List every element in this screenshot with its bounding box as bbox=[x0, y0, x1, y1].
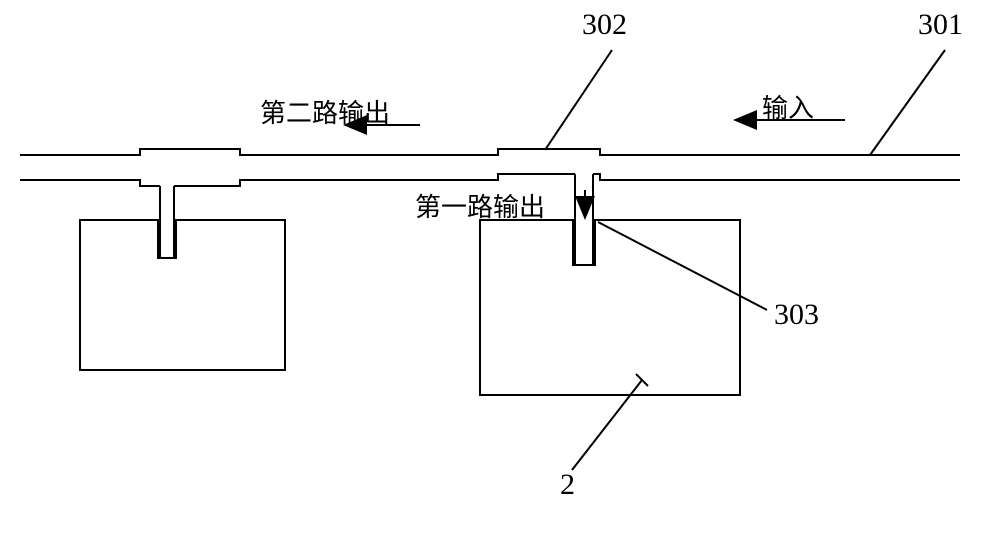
leader-303 bbox=[598, 222, 767, 310]
patch-left bbox=[80, 220, 285, 370]
leader-302 bbox=[545, 50, 612, 150]
feed-right bbox=[575, 174, 593, 265]
label-2: 2 bbox=[560, 468, 575, 502]
transmission-line-top bbox=[20, 149, 960, 155]
label-301: 301 bbox=[918, 8, 963, 42]
leader-lines bbox=[545, 50, 945, 470]
label-302: 302 bbox=[582, 8, 627, 42]
leader-301 bbox=[870, 50, 945, 155]
patch-right bbox=[480, 220, 740, 395]
label-input: 输入 bbox=[762, 88, 814, 125]
label-output2: 第二路输出 bbox=[260, 93, 390, 130]
label-output1: 第一路输出 bbox=[415, 187, 545, 224]
leader-2 bbox=[572, 380, 642, 470]
transmission-line-bottom bbox=[20, 174, 960, 186]
diagram-svg bbox=[0, 0, 1000, 533]
label-303: 303 bbox=[774, 298, 819, 332]
feed-left bbox=[160, 186, 174, 258]
